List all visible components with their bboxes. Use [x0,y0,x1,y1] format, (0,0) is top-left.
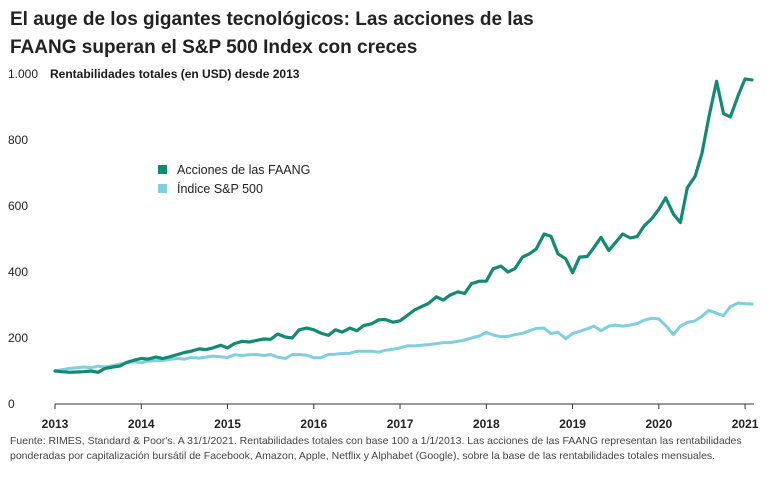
series-layer [53,77,754,374]
chart-title-line-2: FAANG superan el S&P 500 Index con crece… [10,37,418,58]
x-tick-label: 2018 [473,417,500,431]
x-tick-label: 2017 [387,417,414,431]
y-tick-label: 200 [8,331,28,345]
legend: Acciones de las FAANG Índice S&P 500 [158,163,310,196]
legend-label: Índice S&P 500 [177,181,263,196]
chart-title: El auge de los gigantes tecnológicos: La… [10,6,780,62]
series-line-sp500 [53,301,754,373]
series-line-faang [53,77,754,374]
y-axis: 0 200 400 600 800 1.000 [8,67,38,411]
x-axis: 2013 2014 2015 2016 2017 2018 2019 2020 2021 [42,403,759,431]
x-tick-label: 2014 [128,417,155,431]
x-tick-label: 2016 [300,417,327,431]
legend-swatch [158,184,167,193]
y-axis-label: Rentabilidades totales (en USD) desde 20… [50,67,300,81]
x-tick-label: 2013 [42,417,69,431]
source-note: Fuente: RIMES, Standard & Poor's. A 31/1… [10,435,742,462]
legend-label: Acciones de las FAANG [177,163,310,177]
x-tick-label: 2020 [645,417,672,431]
chart-title-line-1: El auge de los gigantes tecnológicos: La… [10,9,534,30]
legend-swatch [158,165,167,174]
y-tick-label: 800 [8,133,28,147]
x-tick-label: 2019 [559,417,586,431]
y-tick-label: 400 [8,265,28,279]
y-tick-label: 1.000 [8,67,38,81]
y-tick-label: 0 [8,397,15,411]
x-tick-label: 2021 [732,417,759,431]
y-tick-label: 600 [8,199,28,213]
x-tick-label: 2015 [214,417,241,431]
